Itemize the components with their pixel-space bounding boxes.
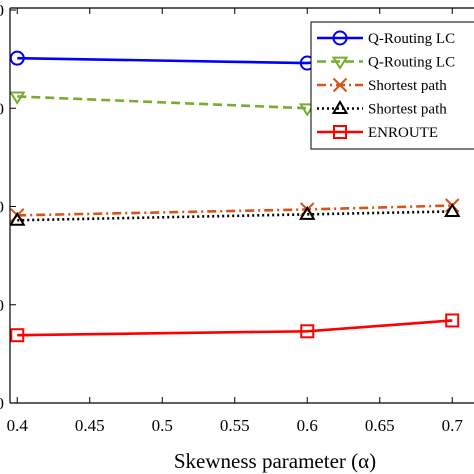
series-line <box>17 210 453 222</box>
data-point <box>331 56 349 70</box>
legend-label: ENROUTE <box>368 125 438 141</box>
x-tick-label: 0.55 <box>220 416 250 435</box>
data-point <box>10 328 25 343</box>
data-point <box>10 50 25 66</box>
y-tick-label: 0 <box>0 296 4 315</box>
legend: Q-Routing LC Q-Routing LC Shortest path Sho… <box>310 21 474 150</box>
data-point <box>331 100 349 115</box>
data-point <box>299 205 316 220</box>
legend-item: Q-Routing LC <box>317 30 455 47</box>
data-point <box>332 30 348 46</box>
y-tick-label: 0 <box>0 99 4 118</box>
data-point <box>10 91 26 105</box>
x-tick-label: 0.45 <box>75 416 105 435</box>
series-4 <box>10 202 461 226</box>
x-tick-label: 0.65 <box>365 416 395 435</box>
data-point <box>300 324 315 339</box>
legend-label: Q-Routing LC <box>368 55 455 71</box>
legend-item: ENROUTE <box>317 125 438 141</box>
x-axis-title: Skewness parameter (α) <box>174 449 376 473</box>
legend-item: Shortest path <box>317 77 447 94</box>
axes-layer: 0.4 0.45 0.5 0.55 0.6 0.65 0.7 0 0 0 0 0 <box>0 1 474 435</box>
data-point <box>332 77 348 93</box>
y-tick-label: 0 <box>0 1 4 20</box>
series-5 <box>10 313 460 343</box>
data-point <box>333 125 347 139</box>
data-point-stroke <box>332 77 348 93</box>
x-tick-label: 0.7 <box>442 416 464 435</box>
data-point <box>10 211 26 226</box>
x-tick-label: 0.5 <box>152 416 173 435</box>
series-line <box>17 319 453 337</box>
x-tick-label: 0.4 <box>7 416 29 435</box>
legend-label: Q-Routing LC <box>368 31 455 47</box>
data-point <box>444 202 461 217</box>
legend-label: Shortest path <box>368 78 447 94</box>
y-tick-label: 0 <box>0 394 4 413</box>
legend-item: Shortest path <box>317 100 447 118</box>
y-tick-label: 0 <box>0 198 4 217</box>
legend-label: Shortest path <box>368 102 447 118</box>
legend-item: Q-Routing LC <box>317 55 455 71</box>
x-tick-label: 0.6 <box>297 416 318 435</box>
data-point <box>445 313 460 328</box>
